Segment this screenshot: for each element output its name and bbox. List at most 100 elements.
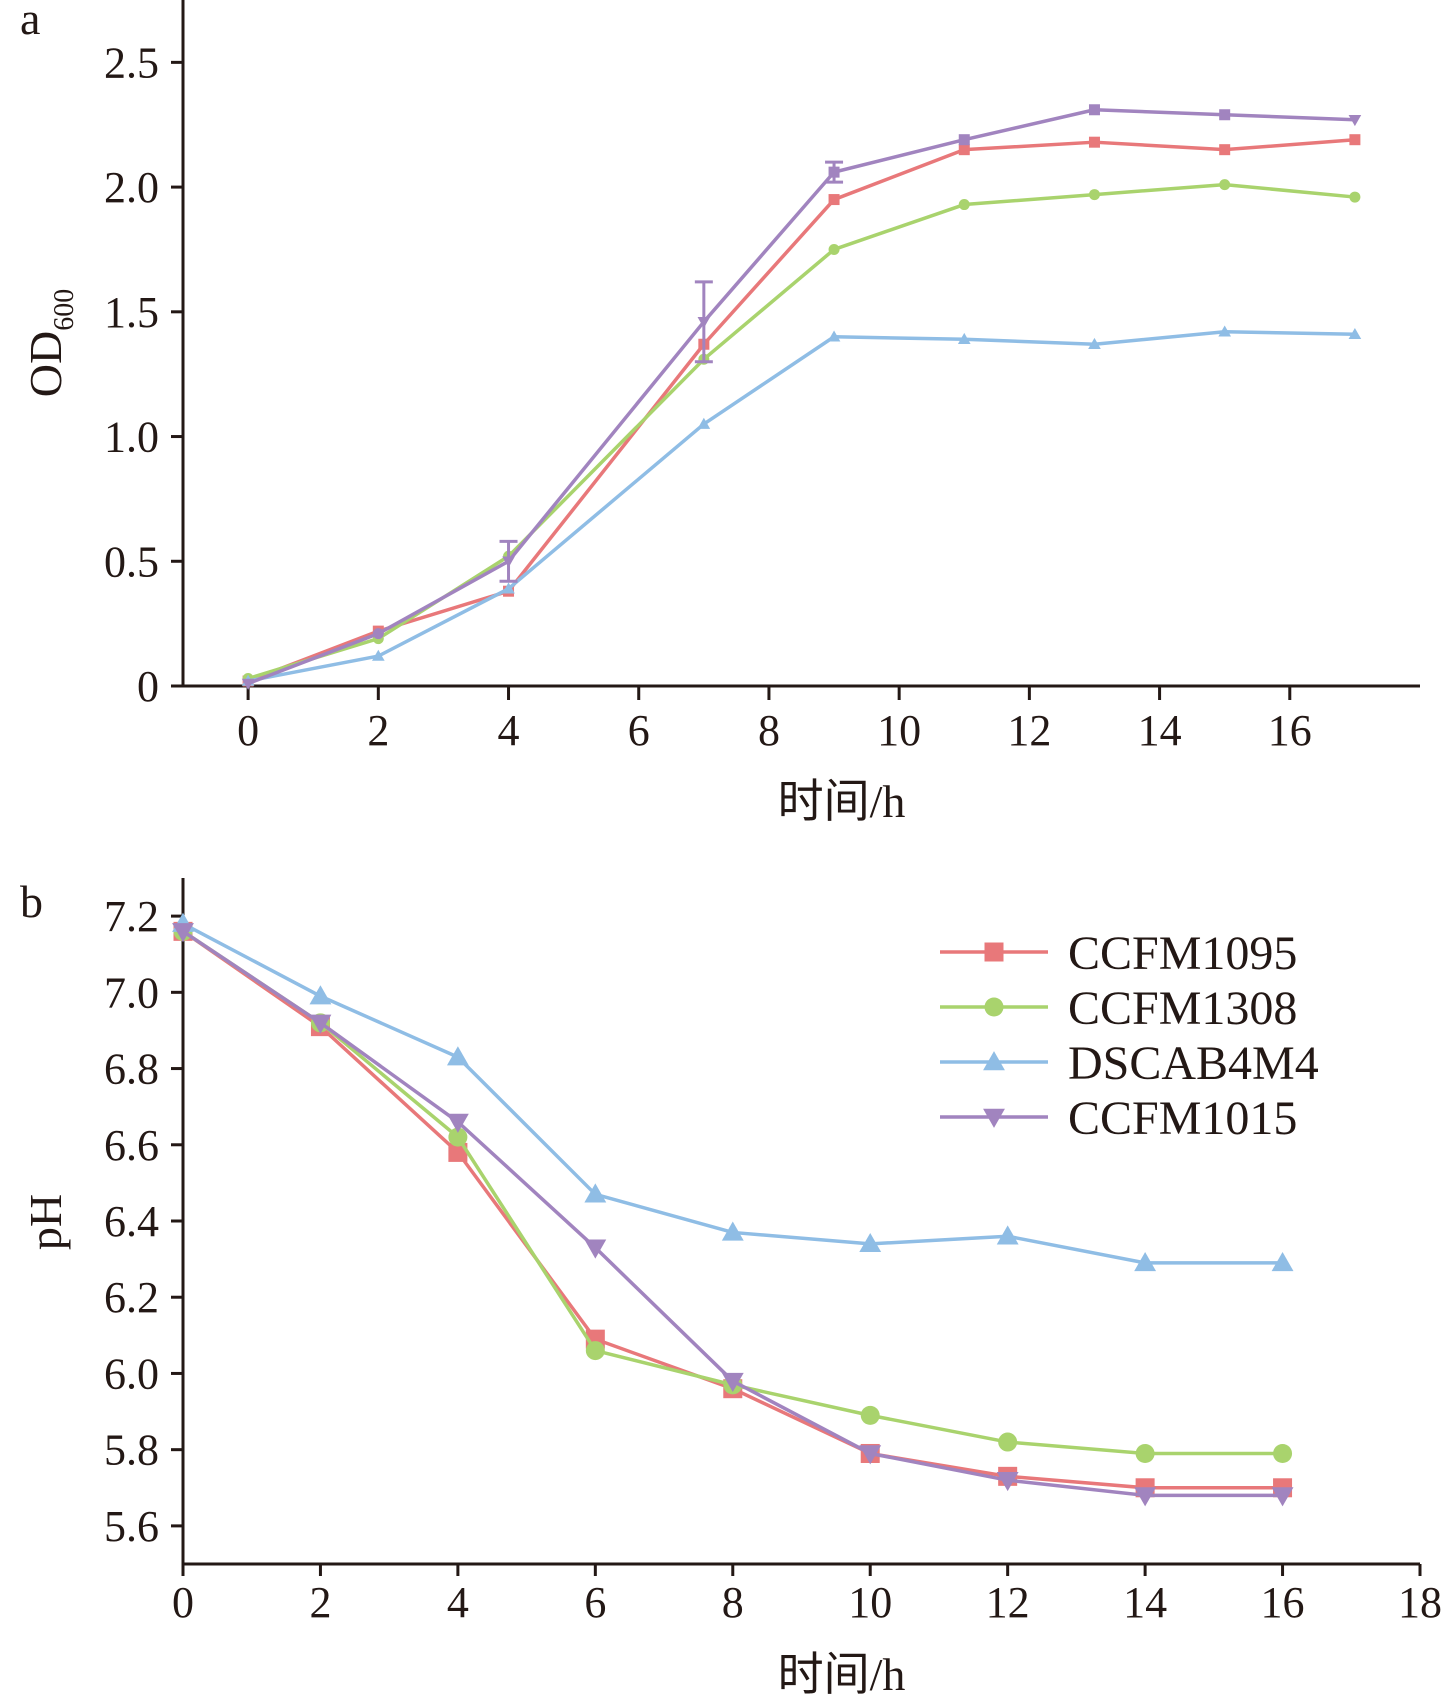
series-CCFM1015 bbox=[172, 923, 1294, 1507]
data-point bbox=[1134, 1251, 1157, 1272]
data-point bbox=[1219, 179, 1231, 191]
x-tick-label: 2 bbox=[367, 706, 389, 755]
x-tick-label: 12 bbox=[1007, 706, 1051, 755]
x-tick-label: 12 bbox=[986, 1578, 1030, 1627]
data-point bbox=[1219, 109, 1231, 121]
data-point bbox=[1134, 1487, 1157, 1507]
data-point bbox=[1218, 325, 1232, 337]
y-tick-label: 6.4 bbox=[104, 1197, 159, 1246]
x-tick-label: 4 bbox=[498, 706, 520, 755]
data-point bbox=[827, 330, 841, 342]
data-point bbox=[1273, 1443, 1293, 1463]
y-tick-label: 2.0 bbox=[104, 163, 159, 212]
data-point bbox=[309, 985, 332, 1005]
legend-label: CCFM1308 bbox=[1068, 982, 1297, 1035]
data-point bbox=[859, 1232, 882, 1253]
x-tick-label: 10 bbox=[848, 1578, 892, 1627]
data-point bbox=[828, 194, 840, 206]
data-point bbox=[697, 417, 711, 429]
x-tick-label: 16 bbox=[1261, 1578, 1305, 1627]
x-tick-label: 0 bbox=[172, 1578, 194, 1627]
data-point bbox=[828, 166, 840, 178]
data-point bbox=[1348, 114, 1362, 127]
x-tick-label: 4 bbox=[447, 1578, 469, 1627]
x-axis-title: 时间/h bbox=[778, 1649, 906, 1699]
data-point bbox=[502, 556, 515, 568]
data-point bbox=[1088, 136, 1100, 148]
data-point bbox=[958, 144, 970, 156]
legend-label: CCFM1015 bbox=[1068, 1092, 1297, 1145]
data-point bbox=[957, 332, 971, 345]
data-point bbox=[1271, 1487, 1294, 1507]
data-point bbox=[958, 199, 970, 211]
legend-marker bbox=[984, 942, 1004, 962]
x-tick-label: 8 bbox=[722, 1578, 744, 1627]
data-point bbox=[372, 628, 384, 640]
x-tick-label: 14 bbox=[1138, 706, 1182, 755]
legend-label: DSCAB4M4 bbox=[1068, 1037, 1319, 1090]
x-tick-label: 8 bbox=[758, 706, 780, 755]
legend-marker bbox=[983, 1108, 1005, 1128]
figure-panels: 0 2 4 6 8 10 12 14 1600.51.01.52.02.5a时间/hOD6000… bbox=[20, 0, 1442, 1699]
data-point bbox=[1349, 134, 1361, 146]
legend-marker bbox=[984, 997, 1004, 1017]
y-tick-label: 6.6 bbox=[104, 1121, 159, 1170]
y-tick-label: 7.0 bbox=[104, 968, 159, 1017]
data-point bbox=[584, 1183, 607, 1203]
x-tick-label: 6 bbox=[628, 706, 650, 755]
panel-b: 0 2 4 6 8 10 12 14 16 18 5.6 5.8 6.0 6.2 6.4 6.6 6.8 7.0 7… bbox=[20, 876, 1442, 1699]
data-point bbox=[1135, 1443, 1155, 1463]
y-tick-label: 6.0 bbox=[104, 1349, 159, 1398]
series-DSCAB4M4 bbox=[241, 325, 1362, 686]
y-tick-label: 0 bbox=[137, 662, 159, 711]
data-point bbox=[1271, 1251, 1294, 1272]
data-point bbox=[998, 1432, 1018, 1452]
legend-marker bbox=[983, 1051, 1005, 1071]
x-tick-label: 0 bbox=[237, 706, 259, 755]
data-point bbox=[860, 1405, 880, 1425]
data-point bbox=[1348, 327, 1362, 340]
data-point bbox=[996, 1225, 1019, 1245]
data-point bbox=[1349, 191, 1361, 203]
series-CCFM1015 bbox=[241, 104, 1362, 690]
data-point bbox=[958, 134, 970, 146]
y-tick-label: 2.5 bbox=[104, 38, 159, 87]
x-tick-label: 16 bbox=[1268, 706, 1312, 755]
data-point bbox=[1088, 189, 1100, 201]
data-point bbox=[996, 1471, 1019, 1492]
data-point bbox=[584, 1239, 607, 1259]
data-point bbox=[448, 1127, 468, 1147]
y-axis-title: pH bbox=[20, 1194, 71, 1250]
y-tick-label: 7.2 bbox=[104, 892, 159, 941]
data-point bbox=[172, 923, 194, 943]
data-point bbox=[1219, 144, 1231, 156]
x-tick-label: 2 bbox=[309, 1578, 331, 1627]
data-point bbox=[241, 678, 255, 690]
legend-label: CCFM1095 bbox=[1068, 927, 1297, 980]
y-tick-label: 5.6 bbox=[104, 1502, 159, 1551]
x-axis-title: 时间/h bbox=[778, 776, 906, 827]
x-tick-label: 14 bbox=[1123, 1578, 1167, 1627]
data-point bbox=[446, 1046, 469, 1066]
x-tick-label: 10 bbox=[877, 706, 921, 755]
data-point bbox=[828, 243, 840, 255]
data-point bbox=[1088, 104, 1100, 116]
data-point bbox=[502, 582, 515, 594]
data-point bbox=[371, 649, 385, 661]
y-tick-label: 1.5 bbox=[104, 288, 159, 337]
x-tick-label: 6 bbox=[584, 1578, 606, 1627]
x-tick-label: 18 bbox=[1398, 1578, 1442, 1627]
data-point bbox=[859, 1445, 882, 1465]
y-tick-label: 6.2 bbox=[104, 1273, 159, 1322]
data-point bbox=[309, 1014, 332, 1034]
y-tick-label: 1.0 bbox=[104, 413, 159, 462]
data-point bbox=[721, 1221, 744, 1241]
panel-label: b bbox=[20, 876, 43, 927]
y-tick-label: 6.8 bbox=[104, 1045, 159, 1094]
y-axis-title-subscript: 600 bbox=[49, 289, 80, 331]
y-tick-label: 5.8 bbox=[104, 1426, 159, 1475]
data-point bbox=[697, 317, 711, 329]
